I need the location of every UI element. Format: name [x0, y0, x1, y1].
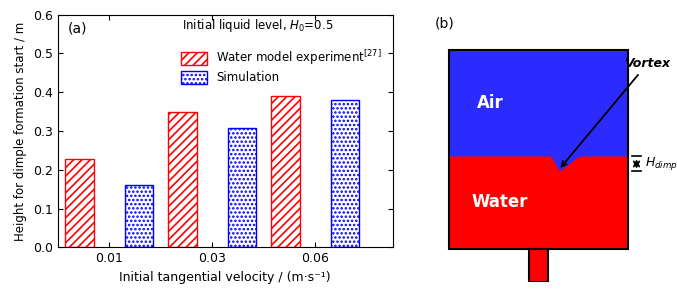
X-axis label: Initial tangential velocity / (m·s⁻¹): Initial tangential velocity / (m·s⁻¹) — [119, 271, 331, 284]
Bar — [271, 96, 300, 247]
Bar — [169, 112, 196, 247]
Text: Vortex: Vortex — [561, 57, 671, 166]
Bar — [65, 159, 93, 247]
Polygon shape — [449, 50, 628, 171]
Legend: Water model experiment$^{[27]}$, Simulation: Water model experiment$^{[27]}$, Simulat… — [181, 48, 382, 84]
Text: Water: Water — [472, 193, 528, 211]
Text: Initial liquid level, $\it{H}_0$=0.5: Initial liquid level, $\it{H}_0$=0.5 — [181, 17, 333, 34]
Text: Air: Air — [477, 94, 504, 112]
Bar — [529, 249, 548, 282]
Bar — [227, 128, 256, 247]
Text: (a): (a) — [68, 22, 87, 36]
Bar — [449, 50, 628, 249]
Y-axis label: Height for dimple formation start / m: Height for dimple formation start / m — [14, 21, 27, 241]
Text: (b): (b) — [435, 17, 454, 31]
Bar — [449, 50, 628, 249]
Bar — [331, 100, 359, 247]
Text: $\it{H}_{dimple}$: $\it{H}_{dimple}$ — [645, 155, 677, 173]
Bar — [125, 185, 153, 247]
